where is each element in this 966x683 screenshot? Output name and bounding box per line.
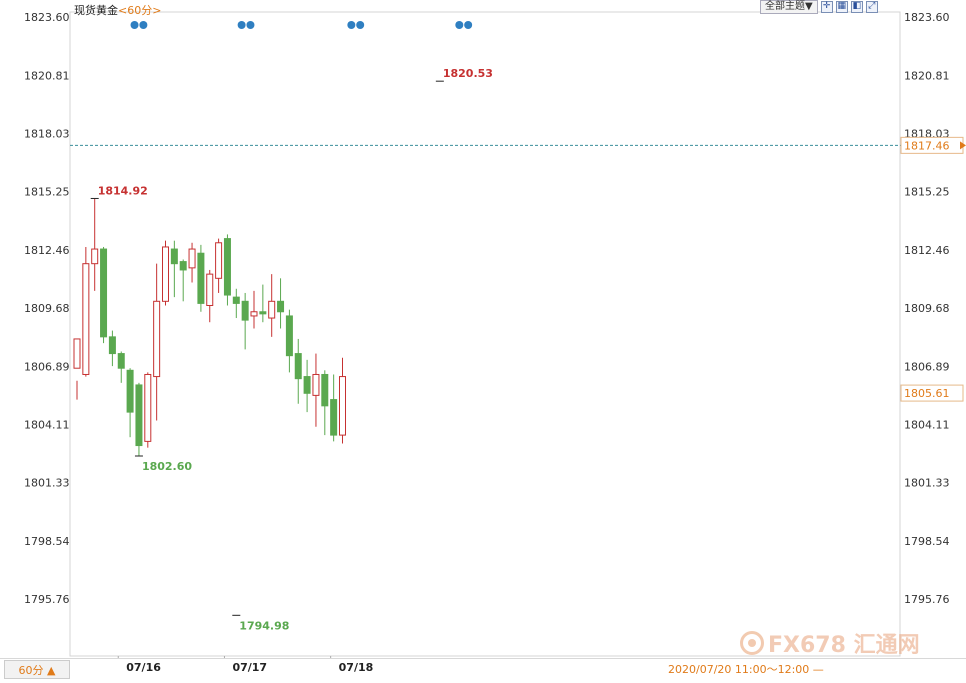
candle-body bbox=[277, 300, 285, 313]
theme-dropdown[interactable]: 全部主题▼ bbox=[760, 0, 818, 14]
annotation-low-label: 1794.98 bbox=[239, 619, 289, 632]
fullscreen-icon[interactable]: ⤢ bbox=[865, 0, 878, 13]
event-marker-icon bbox=[464, 21, 473, 29]
chevron-down-icon: ▼ bbox=[805, 0, 813, 12]
y-tick-label-right: 1806.89 bbox=[904, 360, 950, 373]
candle-body bbox=[294, 353, 302, 380]
x-tick-label: 07/17 bbox=[232, 661, 268, 674]
annotation-high-label: 1820.53 bbox=[443, 67, 493, 80]
event-marker-icon bbox=[139, 21, 148, 29]
candle-body bbox=[91, 248, 99, 265]
symbol-name: 现货黄金 bbox=[74, 4, 118, 17]
chart-toolbar: 全部主题▼ ✛ ▦ ◧ ⤢ bbox=[760, 0, 878, 14]
y-tick-label-left: 1804.11 bbox=[24, 418, 70, 431]
chart-title: 现货黄金<60分> bbox=[74, 2, 161, 18]
y-tick-label-right: 1804.11 bbox=[904, 418, 950, 431]
candle-body bbox=[223, 238, 231, 296]
candle-body bbox=[259, 311, 267, 315]
indicator-icon[interactable]: ◧ bbox=[850, 0, 863, 13]
candle-body bbox=[206, 273, 214, 306]
cursor-price-box bbox=[900, 384, 964, 402]
y-tick-label-left: 1815.25 bbox=[24, 186, 70, 199]
cursor-price-label: 1805.61 bbox=[904, 387, 950, 400]
y-tick-label-left: 1820.81 bbox=[24, 69, 70, 82]
candle-body bbox=[153, 300, 161, 378]
watermark-logo: FX678 汇通网 bbox=[740, 627, 920, 659]
candle-body bbox=[117, 353, 125, 369]
candle-body bbox=[250, 311, 258, 317]
candle-body bbox=[197, 252, 205, 304]
candle-body bbox=[82, 263, 90, 375]
theme-label: 全部主题 bbox=[765, 0, 805, 12]
y-tick-label-right: 1823.60 bbox=[904, 11, 950, 24]
candle-body bbox=[73, 338, 81, 369]
y-tick-label-right: 1815.25 bbox=[904, 186, 950, 199]
candle-body bbox=[144, 373, 152, 442]
current-price-arrow-icon bbox=[960, 141, 966, 150]
y-tick-label-right: 1801.33 bbox=[904, 477, 950, 490]
y-tick-label-left: 1812.46 bbox=[24, 244, 70, 257]
candle-body bbox=[126, 369, 134, 413]
time-range: 2020/07/20 11:00～12:00 — bbox=[668, 663, 824, 676]
y-tick-label-left: 1818.03 bbox=[24, 127, 70, 140]
current-price-label: 1817.46 bbox=[904, 139, 950, 152]
x-tick-label: 07/16 bbox=[126, 661, 161, 674]
watermark-text: FX678 汇通网 bbox=[768, 633, 920, 658]
event-marker-icon bbox=[356, 21, 365, 29]
y-tick-label-right: 1798.54 bbox=[904, 535, 950, 548]
candle-body bbox=[232, 296, 240, 304]
candle-body bbox=[179, 261, 187, 271]
crosshair-icon[interactable]: ✛ bbox=[820, 0, 833, 13]
event-marker-icon bbox=[130, 21, 139, 29]
candle-body bbox=[215, 242, 223, 279]
candle-body bbox=[135, 384, 143, 447]
candle-body bbox=[162, 246, 169, 302]
logo-icon bbox=[740, 631, 764, 655]
candle-body bbox=[170, 248, 178, 265]
candle-body bbox=[303, 376, 311, 394]
candle-body bbox=[241, 300, 249, 321]
y-tick-label-right: 1809.68 bbox=[904, 302, 950, 315]
candle-body bbox=[339, 376, 346, 436]
grid-icon[interactable]: ▦ bbox=[835, 0, 848, 13]
annotation-low-label: 1802.60 bbox=[142, 460, 192, 473]
candle-body bbox=[285, 315, 293, 357]
y-tick-label-right: 1820.81 bbox=[904, 69, 950, 82]
annotation-high-label: 1814.92 bbox=[98, 184, 148, 197]
y-tick-label-left: 1798.54 bbox=[24, 535, 70, 548]
y-tick-label-left: 1806.89 bbox=[24, 360, 70, 373]
event-marker-icon bbox=[347, 21, 356, 29]
period-link[interactable]: <60分> bbox=[118, 4, 162, 17]
period-button[interactable]: 60分 ▲ bbox=[4, 660, 70, 679]
event-marker-icon bbox=[237, 21, 246, 29]
candle-body bbox=[100, 248, 108, 338]
y-tick-label-left: 1823.60 bbox=[24, 11, 70, 24]
event-marker-icon bbox=[455, 21, 464, 29]
y-tick-label-left: 1809.68 bbox=[24, 302, 70, 315]
candle-body bbox=[312, 373, 320, 396]
y-tick-label-left: 1795.76 bbox=[24, 593, 70, 606]
candle-body bbox=[268, 300, 276, 319]
plot-frame bbox=[69, 11, 901, 657]
candle-body bbox=[188, 248, 196, 269]
y-tick-label-left: 1801.33 bbox=[24, 477, 70, 490]
bottom-bar: 60分 ▲ 07/16 07/17 07/18 2020/07/20 11:00～1… bbox=[0, 658, 966, 680]
y-tick-label-right: 1795.76 bbox=[904, 593, 950, 606]
candle-body bbox=[330, 399, 338, 436]
event-marker-icon bbox=[246, 21, 255, 29]
y-tick-label-right: 1812.46 bbox=[904, 244, 950, 257]
candle-body bbox=[321, 373, 329, 407]
x-tick-label: 07/18 bbox=[338, 661, 374, 674]
candle-body bbox=[108, 336, 116, 355]
